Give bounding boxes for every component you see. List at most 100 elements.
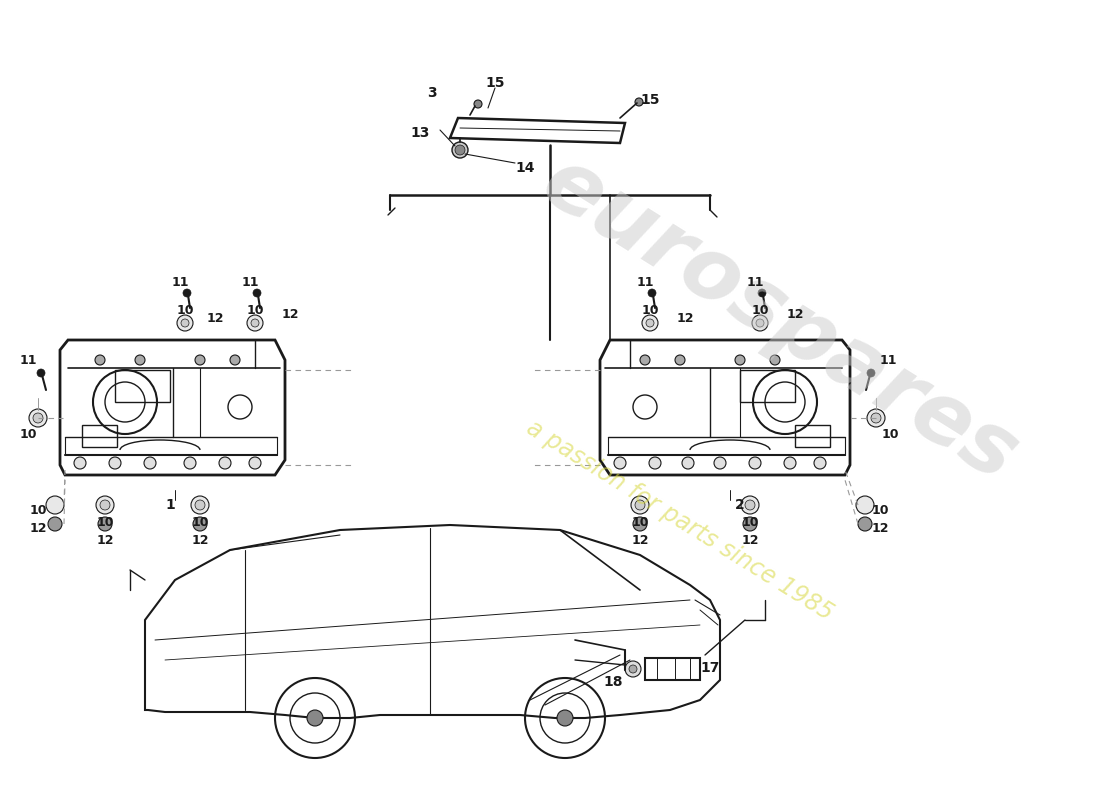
Circle shape <box>455 145 465 155</box>
Text: 11: 11 <box>636 275 653 289</box>
Text: 3: 3 <box>427 86 437 100</box>
Text: 12: 12 <box>207 311 223 325</box>
Circle shape <box>230 355 240 365</box>
Circle shape <box>675 355 685 365</box>
Circle shape <box>749 457 761 469</box>
Circle shape <box>182 319 189 327</box>
Circle shape <box>74 457 86 469</box>
Text: 12: 12 <box>786 309 804 322</box>
Circle shape <box>646 319 654 327</box>
Text: 12: 12 <box>676 311 694 325</box>
Circle shape <box>29 409 47 427</box>
Bar <box>740 370 795 402</box>
Circle shape <box>109 457 121 469</box>
Circle shape <box>752 315 768 331</box>
Text: 18: 18 <box>603 675 623 689</box>
Circle shape <box>784 457 796 469</box>
Circle shape <box>758 289 766 297</box>
Circle shape <box>192 517 207 531</box>
Text: eurospares: eurospares <box>527 141 1033 499</box>
Text: 15: 15 <box>485 76 505 90</box>
Circle shape <box>191 496 209 514</box>
Circle shape <box>735 355 745 365</box>
Text: 15: 15 <box>640 93 660 107</box>
Text: 10: 10 <box>881 429 899 442</box>
Text: 11: 11 <box>746 275 763 289</box>
Circle shape <box>871 413 881 423</box>
Text: 14: 14 <box>515 161 535 175</box>
Circle shape <box>632 517 647 531</box>
Circle shape <box>249 457 261 469</box>
Text: 10: 10 <box>751 303 769 317</box>
Text: 10: 10 <box>741 517 759 530</box>
Text: 10: 10 <box>246 303 264 317</box>
Circle shape <box>867 369 875 377</box>
Text: 10: 10 <box>176 303 194 317</box>
Circle shape <box>629 665 637 673</box>
Circle shape <box>195 500 205 510</box>
Circle shape <box>858 517 872 531</box>
Bar <box>645 658 700 680</box>
Circle shape <box>474 100 482 108</box>
Circle shape <box>251 319 258 327</box>
Text: 1: 1 <box>165 498 175 512</box>
Text: 10: 10 <box>191 517 209 530</box>
Bar <box>116 370 170 402</box>
Circle shape <box>867 409 886 427</box>
Circle shape <box>614 457 626 469</box>
Circle shape <box>745 500 755 510</box>
Circle shape <box>177 315 192 331</box>
Text: 11: 11 <box>241 275 258 289</box>
Circle shape <box>184 457 196 469</box>
Circle shape <box>640 355 650 365</box>
Text: 10: 10 <box>641 303 659 317</box>
Circle shape <box>248 315 263 331</box>
Circle shape <box>742 517 757 531</box>
Circle shape <box>631 496 649 514</box>
Text: 12: 12 <box>741 534 759 546</box>
Circle shape <box>100 500 110 510</box>
Circle shape <box>648 289 656 297</box>
Circle shape <box>219 457 231 469</box>
Text: 12: 12 <box>871 522 889 534</box>
Circle shape <box>741 496 759 514</box>
Circle shape <box>96 496 114 514</box>
Circle shape <box>37 369 45 377</box>
Circle shape <box>253 289 261 297</box>
Circle shape <box>682 457 694 469</box>
Text: 10: 10 <box>631 517 649 530</box>
Text: 17: 17 <box>701 661 719 675</box>
Circle shape <box>649 457 661 469</box>
Circle shape <box>98 517 112 531</box>
Circle shape <box>135 355 145 365</box>
Circle shape <box>307 710 323 726</box>
Circle shape <box>714 457 726 469</box>
Text: 10: 10 <box>871 503 889 517</box>
Circle shape <box>756 319 764 327</box>
Text: 11: 11 <box>172 275 189 289</box>
Text: a passion for parts since 1985: a passion for parts since 1985 <box>522 415 838 625</box>
Text: 12: 12 <box>631 534 649 546</box>
Circle shape <box>642 315 658 331</box>
Bar <box>82 425 117 447</box>
Text: 10: 10 <box>30 503 46 517</box>
Circle shape <box>33 413 43 423</box>
Circle shape <box>635 98 643 106</box>
Circle shape <box>625 661 641 677</box>
Text: 11: 11 <box>20 354 36 366</box>
Circle shape <box>814 457 826 469</box>
Circle shape <box>770 355 780 365</box>
Text: 12: 12 <box>282 309 299 322</box>
Circle shape <box>46 496 64 514</box>
Circle shape <box>95 355 104 365</box>
Text: 10: 10 <box>97 517 113 530</box>
Circle shape <box>183 289 191 297</box>
Bar <box>795 425 830 447</box>
Text: 10: 10 <box>20 429 36 442</box>
Text: 12: 12 <box>191 534 209 546</box>
Text: 2: 2 <box>735 498 745 512</box>
Text: 12: 12 <box>97 534 113 546</box>
Circle shape <box>856 496 875 514</box>
Circle shape <box>48 517 62 531</box>
Circle shape <box>195 355 205 365</box>
